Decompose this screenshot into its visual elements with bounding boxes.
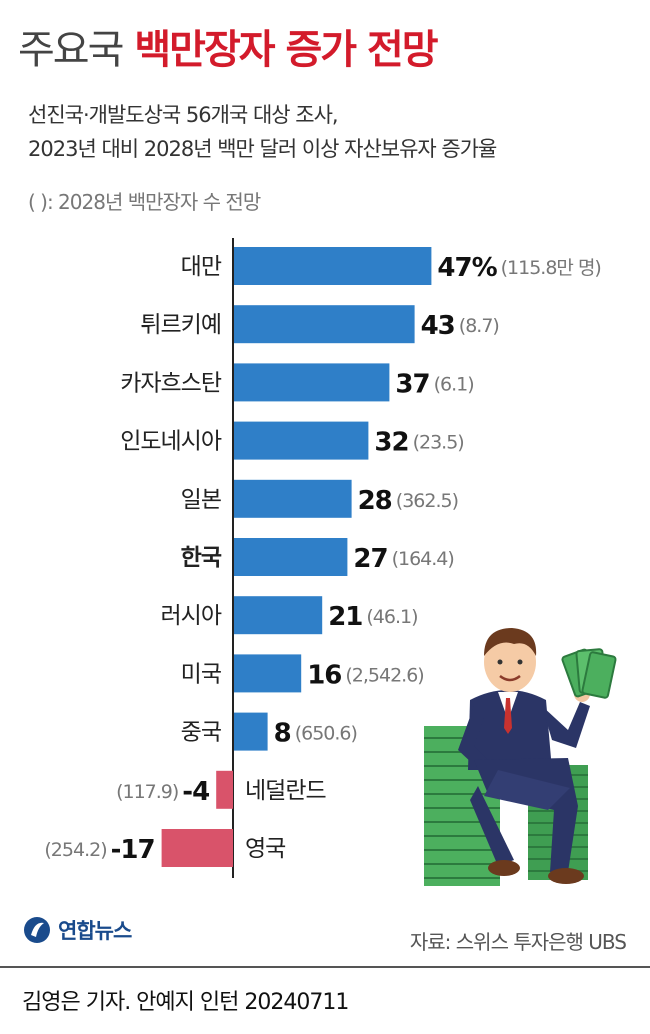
credit-text: 김영은 기자. 안예지 인턴 20240711 [22,990,349,1015]
category-label-8: 중국 [181,720,221,746]
value-label-5: 27 [353,544,387,574]
millionaire-illustration [418,610,618,899]
bar-2 [234,363,390,402]
title-main: 백만장자 증가 전망 [134,27,438,73]
category-label-10: 영국 [245,836,285,862]
bar-6 [234,596,323,635]
category-label-7: 미국 [181,661,221,687]
page-title: 주요국 백만장자 증가 전망 [18,26,439,74]
category-label-9: 네덜란드 [245,778,326,804]
source-text: 자료: 스위스 투자은행 UBS [409,930,627,954]
bar-0 [234,247,432,285]
value-label-4: 28 [358,486,392,516]
value-label-6: 21 [328,602,362,632]
paren-label-10: (254.2) [44,839,106,861]
paren-label-5: (164.4) [392,548,454,570]
bar-8 [234,712,268,751]
bar-chart: 대만 47% (115.8만 명) 튀르키예 43 (8.7) 카자흐스탄 37 (6.1) 인도… [44,238,602,878]
category-label-6: 러시아 [161,603,222,629]
paren-label-9: (117.9) [116,781,178,803]
paren-label-3: (23.5) [413,432,464,454]
value-label-8: 8 [274,719,291,749]
logo-text: 연합뉴스 [58,919,132,943]
value-label-0: 47% [437,253,497,283]
footer-divider [0,966,650,968]
category-label-1: 튀르키예 [140,312,221,338]
bar-5 [234,538,348,576]
category-label-4: 일본 [181,487,221,513]
value-label-1: 43 [421,311,455,341]
category-label-5: 한국 [181,545,222,571]
bar-1 [234,305,415,344]
value-label-10: -17 [111,835,155,865]
value-label-3: 32 [374,428,408,458]
paren-label-0: (115.8만 명) [501,257,601,279]
title-prefix: 주요국 [18,27,124,73]
subtitle-line-2: 2023년 대비 2028년 백만 달러 이상 자산보유자 증가율 [28,137,497,161]
paren-label-4: (362.5) [396,490,458,512]
subtitle-line-1: 선진국·개발도상국 56개국 대상 조사, [28,103,339,127]
bar-10 [161,829,233,867]
bar-3 [234,421,369,460]
paren-label-6: (46.1) [366,606,417,628]
bar-7 [234,654,302,693]
bar-4 [234,479,352,518]
value-label-2: 37 [395,369,429,399]
value-label-9: -4 [182,777,209,807]
millionaire-svg [424,628,617,886]
bar-9 [216,770,233,809]
paren-label-2: (6.1) [434,373,474,395]
chart-note: ( ): 2028년 백만장자 수 전망 [28,190,261,214]
category-label-3: 인도네시아 [120,429,222,455]
category-label-0: 대만 [181,254,222,280]
value-label-7: 16 [307,660,341,690]
yonhap-logo: 연합뉴스 [22,915,132,945]
paren-label-7: (2,542.6) [345,664,423,686]
yonhap-logo-icon [24,917,50,943]
paren-label-1: (8.7) [459,315,499,337]
paren-label-8: (650.6) [295,723,357,745]
category-label-2: 카자흐스탄 [120,370,222,396]
subtitle: 선진국·개발도상국 56개국 대상 조사, 2023년 대비 2028년 백만 … [28,98,497,166]
businessman [458,628,617,884]
